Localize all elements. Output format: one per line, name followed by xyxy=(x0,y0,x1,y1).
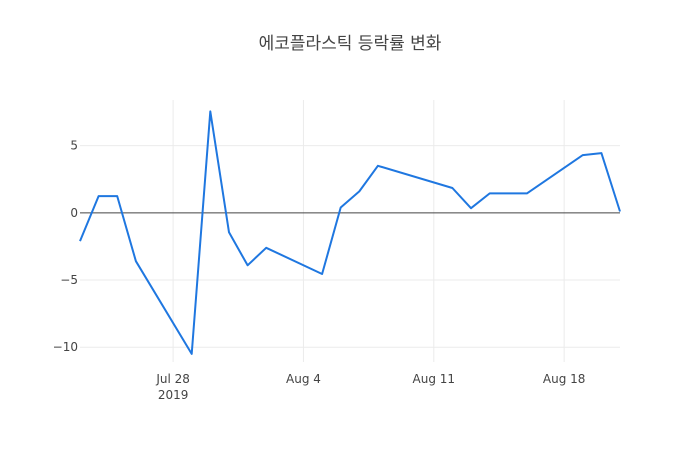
series-line xyxy=(79,110,621,355)
y-tick-label: −10 xyxy=(53,340,78,354)
x-tick-sublabel: 2019 xyxy=(158,388,189,402)
y-tick-label: 0 xyxy=(70,206,78,220)
x-tick-label: Aug 4 xyxy=(286,372,321,386)
chart-title: 에코플라스틱 등락률 변화 xyxy=(259,34,442,54)
x-axis-ticks: Jul 28 2019 Aug 4 Aug 11 Aug 18 xyxy=(155,372,585,402)
x-tick-label: Jul 28 xyxy=(155,372,190,386)
x-tick-label: Aug 18 xyxy=(543,372,586,386)
y-tick-label: 5 xyxy=(70,139,78,153)
y-tick-label: −5 xyxy=(60,273,78,287)
y-axis-ticks: 5 0 −5 −10 xyxy=(53,139,78,355)
series-layer xyxy=(79,110,621,355)
grid xyxy=(80,100,620,362)
x-tick-label: Aug 11 xyxy=(413,372,456,386)
